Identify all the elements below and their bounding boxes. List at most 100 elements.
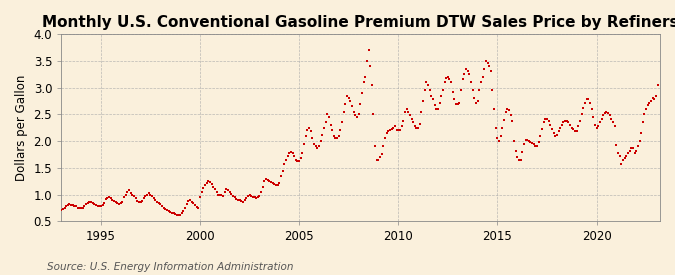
Point xyxy=(218,194,229,198)
Point xyxy=(221,187,232,191)
Point xyxy=(639,112,650,117)
Point xyxy=(490,125,501,130)
Point xyxy=(95,204,106,209)
Point xyxy=(419,88,430,92)
Point xyxy=(556,123,567,127)
Point xyxy=(574,119,585,123)
Point xyxy=(632,144,643,149)
Point xyxy=(275,174,286,178)
Point xyxy=(406,116,417,121)
Point xyxy=(347,104,358,108)
Point xyxy=(475,80,486,84)
Point xyxy=(543,119,554,123)
Point xyxy=(436,93,447,98)
Point xyxy=(330,136,341,141)
Point xyxy=(180,205,190,210)
Point xyxy=(143,191,154,195)
Point xyxy=(362,59,373,63)
Point xyxy=(525,140,536,144)
Point xyxy=(383,129,394,134)
Point xyxy=(517,150,528,154)
Point xyxy=(571,129,582,134)
Point xyxy=(252,195,263,200)
Point xyxy=(335,128,346,133)
Point xyxy=(289,154,300,158)
Point xyxy=(553,129,564,134)
Point xyxy=(477,75,488,79)
Point xyxy=(182,202,192,207)
Point xyxy=(510,148,521,153)
Point xyxy=(322,112,333,117)
Point xyxy=(57,207,68,211)
Point xyxy=(591,125,602,130)
Point xyxy=(403,109,414,114)
Point xyxy=(533,140,544,144)
Point xyxy=(398,119,408,123)
Point xyxy=(161,208,172,212)
Point xyxy=(87,201,98,205)
Point xyxy=(205,180,215,185)
Point xyxy=(59,205,70,210)
Point xyxy=(167,211,178,215)
Point xyxy=(191,205,202,209)
Point xyxy=(163,209,174,213)
Point xyxy=(216,192,227,197)
Point xyxy=(492,136,503,141)
Point xyxy=(414,122,425,126)
Point xyxy=(469,96,480,100)
Point xyxy=(89,202,100,207)
Point xyxy=(137,198,148,203)
Point xyxy=(299,142,310,146)
Point xyxy=(467,88,478,92)
Point xyxy=(563,120,574,125)
Point xyxy=(545,123,556,127)
Point xyxy=(135,200,146,204)
Point xyxy=(134,200,144,204)
Point xyxy=(512,155,522,160)
Point xyxy=(606,116,617,121)
Point xyxy=(456,88,466,92)
Point xyxy=(352,115,362,119)
Point xyxy=(325,123,336,127)
Point xyxy=(194,195,205,199)
Point xyxy=(307,136,318,141)
Point xyxy=(484,64,495,68)
Point xyxy=(532,144,543,149)
Point xyxy=(294,159,304,164)
Point xyxy=(308,142,319,146)
Point xyxy=(282,154,293,158)
Point xyxy=(530,144,541,149)
Point xyxy=(411,125,422,130)
Point xyxy=(472,99,483,103)
Point xyxy=(514,158,524,162)
Point xyxy=(304,125,315,130)
Point xyxy=(518,142,529,146)
Point xyxy=(541,116,552,121)
Point xyxy=(138,196,149,201)
Point xyxy=(410,124,421,128)
Point xyxy=(631,148,642,153)
Point xyxy=(616,161,626,166)
Point xyxy=(209,187,220,191)
Point xyxy=(367,83,377,87)
Point xyxy=(558,120,569,125)
Point xyxy=(353,112,364,117)
Point xyxy=(429,103,440,107)
Point xyxy=(190,203,200,208)
Point xyxy=(239,198,250,202)
Point xyxy=(119,195,130,200)
Point xyxy=(74,206,85,210)
Point xyxy=(626,145,637,150)
Point xyxy=(176,211,187,216)
Point xyxy=(300,134,311,138)
Point xyxy=(130,196,141,201)
Point xyxy=(504,108,514,112)
Point xyxy=(601,109,612,114)
Point xyxy=(236,199,246,203)
Point xyxy=(127,192,138,197)
Point xyxy=(160,207,171,211)
Point xyxy=(292,159,303,164)
Point xyxy=(230,195,240,200)
Point xyxy=(621,154,632,158)
Point xyxy=(581,97,592,101)
